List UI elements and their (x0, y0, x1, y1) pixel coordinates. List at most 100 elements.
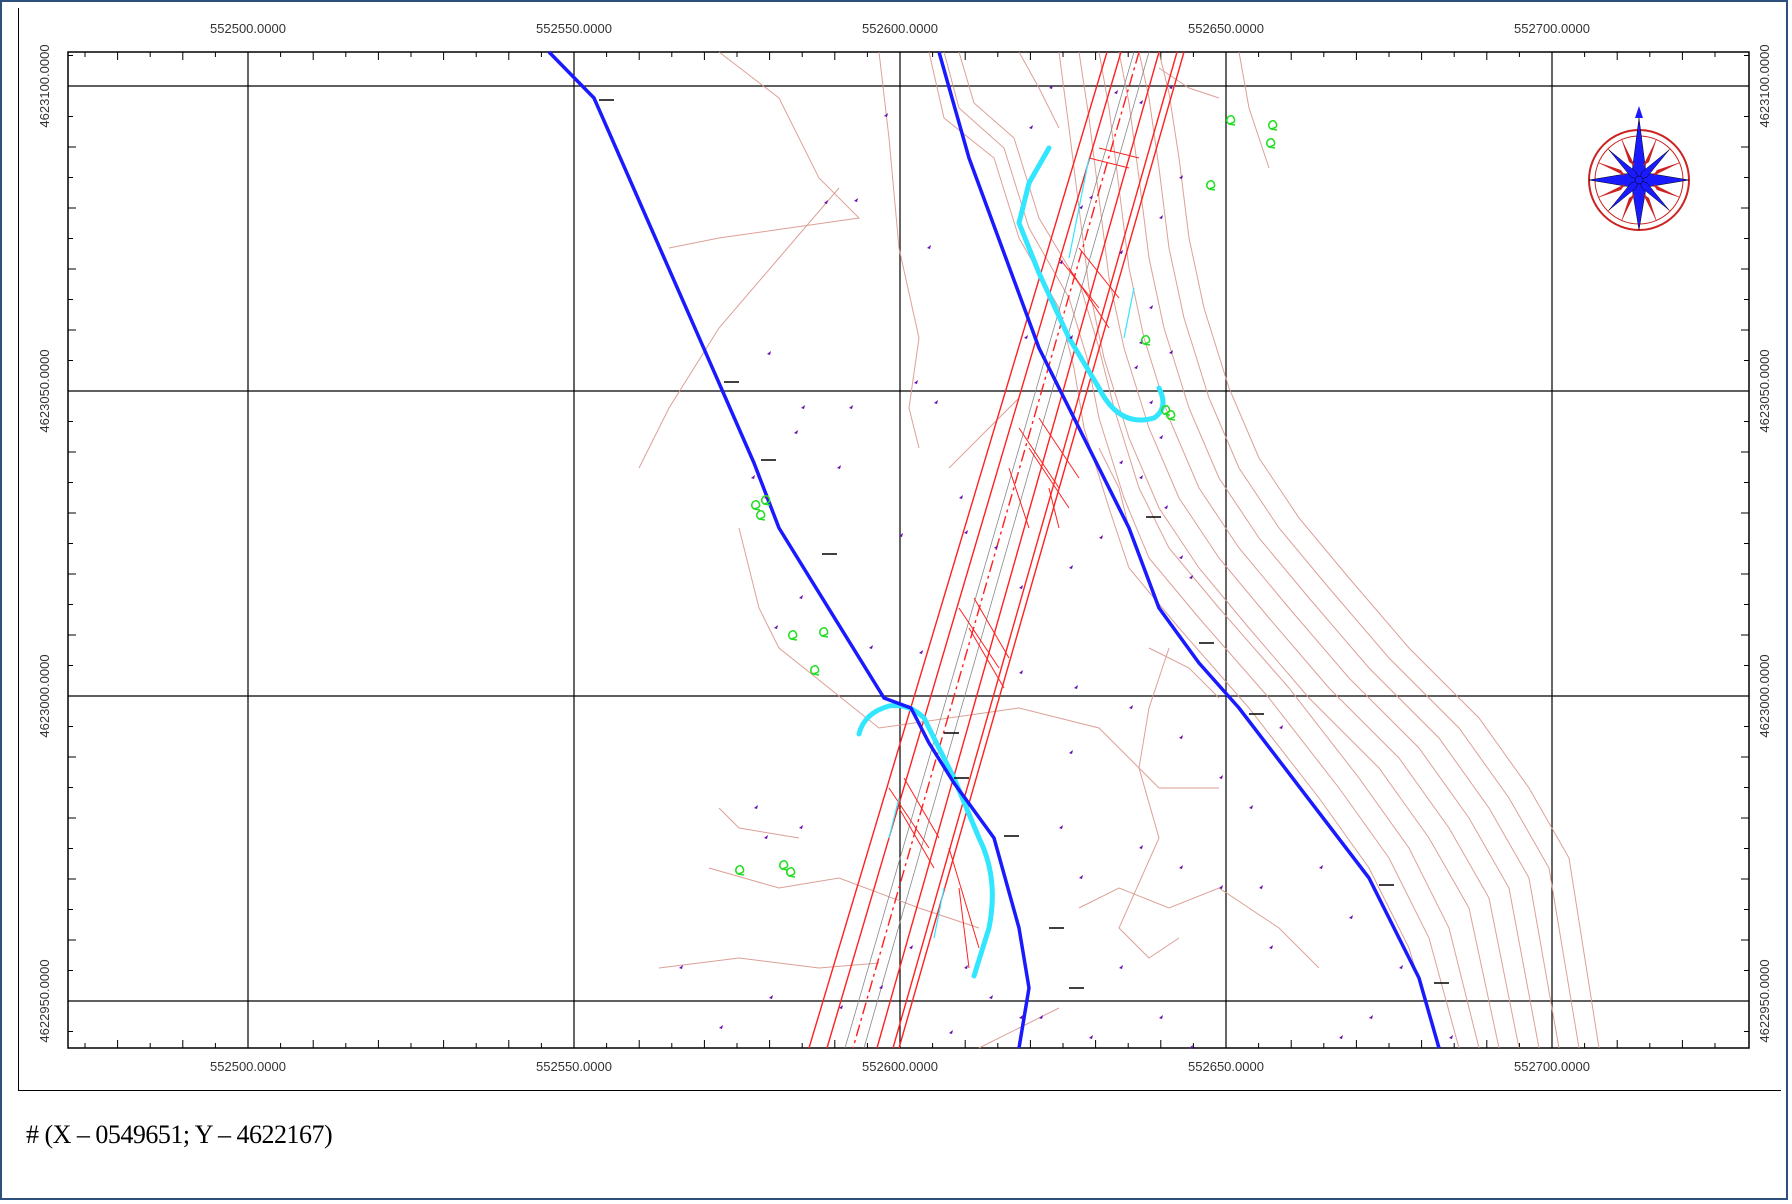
y-tick-label: 4623050.0000 (37, 349, 52, 432)
y-tick-label: 4622950.0000 (1757, 959, 1772, 1042)
survey-point (1339, 1035, 1343, 1039)
survey-point (824, 200, 828, 204)
survey-point (959, 495, 963, 499)
survey-point (964, 530, 968, 534)
survey-point (1189, 575, 1193, 579)
survey-points (679, 85, 1453, 1049)
survey-point (1069, 565, 1073, 569)
ramp-curves (856, 145, 1166, 979)
x-tick-label: 552500.0000 (210, 1059, 286, 1074)
survey-point (899, 533, 903, 537)
survey-point (1279, 725, 1283, 729)
survey-point (934, 400, 938, 404)
survey-point (1059, 260, 1063, 264)
coordinate-caption: # (X – 0549651; Y – 4622167) (26, 1120, 333, 1149)
survey-point (799, 595, 803, 599)
survey-point (1119, 965, 1123, 969)
survey-point (1179, 735, 1183, 739)
y-axis-labels-right: 4623100.0000 4623050.0000 4623000.0000 4622… (1757, 44, 1772, 1042)
survey-point (1119, 460, 1123, 464)
tree-symbol-icon (1165, 409, 1176, 421)
survey-point (1029, 125, 1033, 129)
x-tick-label: 552550.0000 (536, 21, 612, 36)
tree-symbol-icon (787, 629, 798, 641)
survey-point (1129, 705, 1133, 709)
road-station-labels (599, 99, 1449, 989)
survey-point (1079, 875, 1083, 879)
topographic-map[interactable]: 552500.0000 552550.0000 552600.0000 552650.… (19, 8, 1782, 1091)
survey-point (837, 465, 841, 469)
survey-point (1219, 775, 1223, 779)
y-tick-label: 4623100.0000 (1757, 44, 1772, 127)
survey-point (801, 405, 805, 409)
survey-point (1149, 305, 1153, 309)
x-axis-labels-top: 552500.0000 552550.0000 552600.0000 552650.… (210, 21, 1590, 36)
x-tick-label: 552700.0000 (1514, 21, 1590, 36)
tree-symbols (734, 114, 1278, 878)
tree-symbol-icon (1265, 137, 1276, 149)
survey-point (1449, 1035, 1453, 1039)
x-tick-label: 552600.0000 (862, 21, 938, 36)
x-tick-label: 552600.0000 (862, 1059, 938, 1074)
survey-point (1369, 1015, 1373, 1019)
survey-point (1039, 1015, 1043, 1019)
x-tick-label: 552500.0000 (210, 21, 286, 36)
survey-point (1134, 365, 1138, 369)
survey-point (1219, 885, 1223, 889)
survey-point (1399, 965, 1403, 969)
survey-point (1169, 85, 1173, 89)
survey-point (1139, 100, 1143, 104)
x-tick-label: 552700.0000 (1514, 1059, 1590, 1074)
tree-symbol-icon (734, 864, 745, 876)
survey-point (1119, 250, 1123, 254)
survey-point (719, 1025, 723, 1029)
survey-point (1074, 685, 1078, 689)
survey-point (1019, 1015, 1023, 1019)
survey-point (964, 965, 968, 969)
survey-point (994, 545, 998, 549)
survey-point (1024, 335, 1028, 339)
survey-point (1164, 505, 1168, 509)
survey-point (794, 430, 798, 434)
tree-symbol-icon (809, 664, 820, 676)
existing-roads (547, 50, 1441, 1049)
survey-point (1179, 175, 1183, 179)
tree-symbol-icon (750, 499, 761, 511)
survey-point (949, 1030, 953, 1034)
x-tick-label: 552650.0000 (1188, 1059, 1264, 1074)
cross-section-markers (888, 147, 1140, 969)
survey-point (1089, 1035, 1093, 1039)
survey-point (1179, 865, 1183, 869)
survey-point (769, 995, 773, 999)
map-panel[interactable]: 552500.0000 552550.0000 552600.0000 552650.… (18, 8, 1781, 1091)
y-tick-label: 4623100.0000 (37, 44, 52, 127)
survey-point (927, 245, 931, 249)
survey-point (919, 650, 923, 654)
survey-point (764, 835, 768, 839)
coordinate-grid (68, 52, 1749, 1048)
survey-point (1149, 400, 1153, 404)
survey-point (1169, 350, 1173, 354)
x-axis-labels-bottom: 552500.0000 552550.0000 552600.0000 552650.… (210, 1059, 1590, 1074)
survey-point (1259, 885, 1263, 889)
survey-point (1349, 915, 1353, 919)
survey-point (914, 380, 918, 384)
survey-point (679, 965, 683, 969)
tree-symbol-icon (1205, 179, 1216, 191)
survey-point (1319, 865, 1323, 869)
survey-point (751, 475, 755, 479)
survey-point (869, 645, 873, 649)
tree-symbol-icon (818, 626, 829, 638)
survey-point (849, 405, 853, 409)
survey-point (1089, 195, 1093, 199)
tree-symbol-icon (1140, 334, 1151, 346)
survey-point (774, 625, 778, 629)
road-alignment (808, 51, 1185, 1049)
survey-point (839, 1005, 843, 1009)
survey-point (879, 985, 883, 989)
survey-point (1059, 825, 1063, 829)
survey-point (1159, 1015, 1163, 1019)
tree-symbol-icon (755, 509, 766, 521)
y-tick-label: 4623000.0000 (37, 654, 52, 737)
survey-point (1019, 670, 1023, 674)
